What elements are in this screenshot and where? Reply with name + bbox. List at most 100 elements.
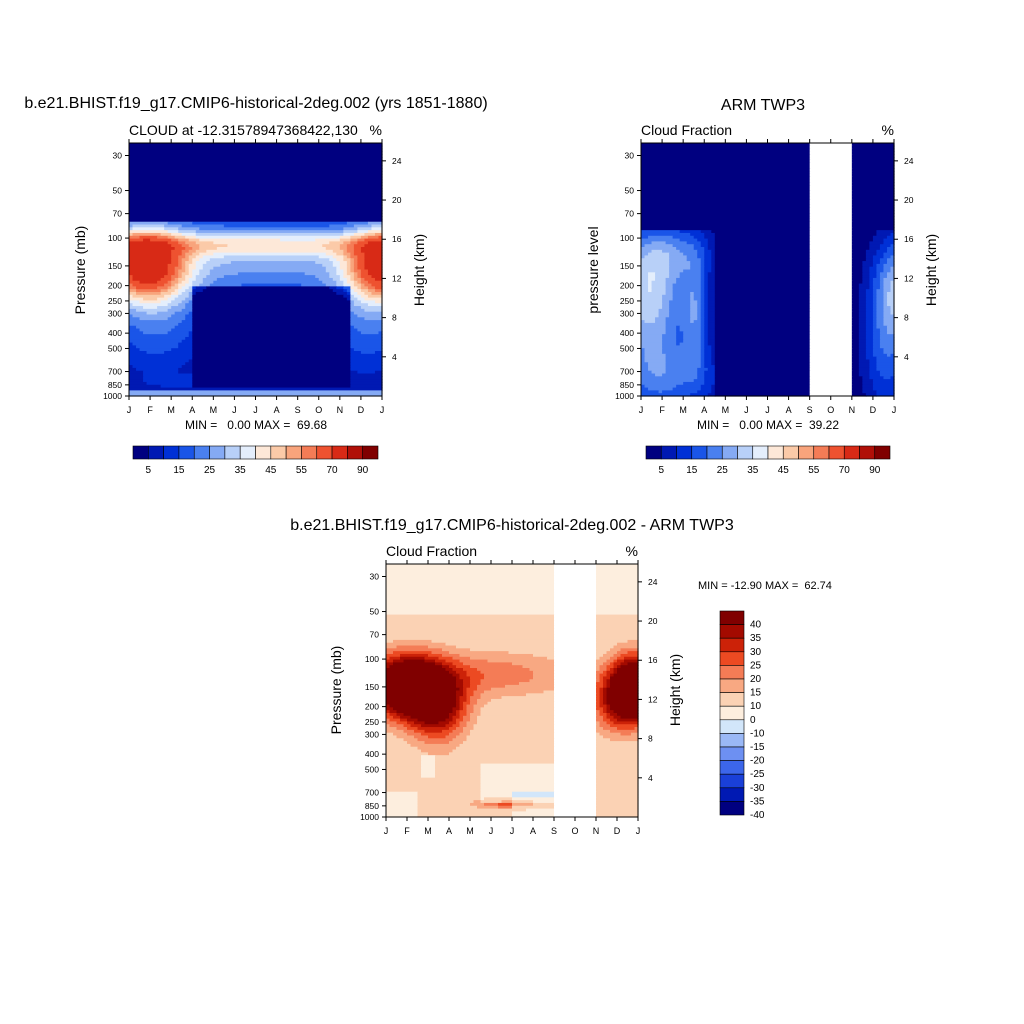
contour-band (403, 712, 450, 717)
contour-band (386, 715, 394, 720)
contour-band (669, 275, 681, 279)
contour-band (641, 204, 811, 209)
contour-band (683, 334, 702, 338)
contour-band (851, 370, 860, 375)
contour-band (886, 272, 895, 276)
contour-band (407, 732, 422, 737)
contour-band (883, 269, 892, 273)
contour-band (665, 367, 698, 372)
contour-band (435, 662, 443, 666)
contour-band (809, 362, 853, 366)
contour-band (129, 202, 383, 206)
contour-band (851, 314, 860, 318)
contour-band (641, 322, 667, 327)
contour-band (178, 345, 193, 349)
contour-band (879, 280, 885, 285)
contour-band (456, 670, 468, 675)
contour-band (336, 272, 344, 276)
contour-band (554, 766, 597, 770)
contour-band (143, 379, 193, 383)
contour-band (343, 280, 348, 285)
contour-band (554, 772, 597, 776)
contour-band (693, 320, 702, 324)
contour-band (554, 606, 597, 610)
contour-band (865, 353, 874, 358)
contour-band (665, 353, 702, 358)
contour-band (886, 247, 895, 251)
contour-band (554, 566, 597, 571)
contour-band (181, 291, 190, 296)
contour-band (858, 325, 867, 330)
contour-band (714, 275, 811, 279)
contour-band (603, 715, 608, 720)
colorbar-label: 55 (296, 465, 308, 476)
colorbar-box (719, 801, 745, 816)
contour-band (596, 721, 601, 725)
contour-band (167, 297, 176, 302)
contour-band (410, 724, 422, 728)
y-tick-label: 150 (108, 261, 122, 271)
contour-band (554, 600, 597, 604)
contour-band (129, 216, 383, 220)
colorbar-label: 10 (750, 701, 762, 712)
contour-band (185, 303, 193, 307)
contour-band (367, 280, 383, 285)
contour-band (879, 331, 888, 335)
contour-band (704, 370, 716, 375)
contour-band (676, 334, 684, 338)
colorbar-label: 35 (235, 465, 247, 476)
contour-band (872, 345, 881, 349)
contour-band (809, 185, 853, 189)
contour-band (700, 348, 705, 352)
contour-band (192, 258, 200, 262)
contour-band (129, 232, 134, 237)
contour-band (160, 232, 172, 237)
contour-field (386, 564, 639, 818)
contour-band (466, 693, 475, 697)
contour-band (350, 320, 383, 324)
contour-band (872, 334, 881, 338)
contour-band (606, 707, 611, 711)
contour-band (357, 280, 362, 285)
contour-band (167, 269, 176, 273)
x-tick-label: J (636, 826, 641, 836)
contour-band (606, 665, 615, 669)
contour-band (613, 715, 622, 720)
contour-band (185, 306, 193, 310)
colorbar-label: 45 (778, 465, 790, 476)
contour-band (167, 230, 179, 234)
contour-band (199, 244, 228, 248)
contour-band (697, 308, 702, 313)
contour-band (188, 334, 193, 338)
y-tick-label: 250 (108, 296, 122, 306)
contour-band (318, 277, 334, 282)
contour-band (858, 353, 867, 358)
contour-band (883, 308, 892, 313)
contour-band (346, 221, 369, 226)
contour-band (192, 283, 200, 287)
contour-band (606, 673, 611, 678)
contour-band (869, 359, 878, 363)
contour-band (714, 345, 811, 349)
contour-band (641, 162, 811, 167)
contour-band (697, 317, 702, 321)
contour-band (167, 303, 179, 307)
contour-band (669, 261, 691, 265)
contour-band (641, 345, 663, 349)
contour-band (554, 802, 597, 807)
contour-band (178, 255, 186, 259)
contour-band (463, 704, 468, 708)
contour-band (596, 777, 639, 782)
contour-band (374, 232, 383, 237)
contour-band (641, 334, 663, 338)
contour-band (648, 252, 670, 257)
contour-band (357, 328, 383, 332)
contour-band (886, 297, 895, 302)
contour-band (596, 606, 639, 610)
contour-band (707, 286, 716, 290)
contour-band (662, 348, 702, 352)
contour-band (129, 247, 176, 251)
contour-band (132, 283, 165, 287)
x-tick-label: M (722, 405, 730, 415)
contour-band (851, 289, 860, 293)
